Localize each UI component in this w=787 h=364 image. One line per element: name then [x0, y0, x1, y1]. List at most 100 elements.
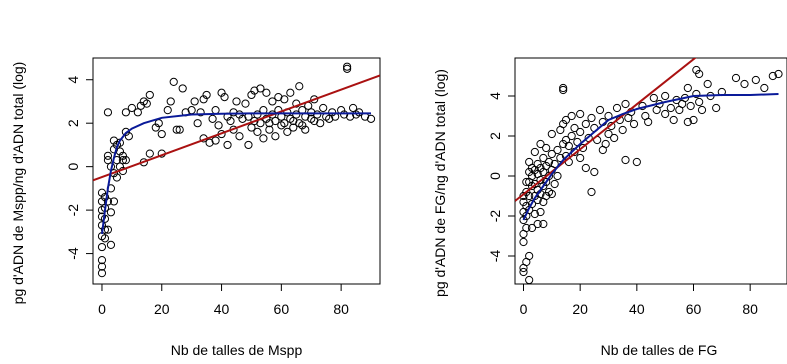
data-point	[280, 95, 289, 104]
chart-mspp: 0 20 40 60 80 -4 -2 0 2 4 Nb de talles de Mspp pg d…	[10, 57, 381, 358]
data-point	[283, 127, 292, 136]
data-point	[695, 69, 704, 79]
data-point	[581, 119, 590, 129]
data-point	[666, 103, 675, 113]
data-point	[118, 156, 127, 165]
data-point	[712, 103, 721, 113]
data-point	[274, 93, 283, 102]
data-point	[316, 119, 325, 128]
data-point	[238, 114, 247, 123]
y-tick-label: 2	[487, 132, 503, 140]
data-point	[328, 108, 337, 117]
x-axis-title: Nb de talles de FG	[601, 342, 718, 358]
linear-fit-line	[93, 74, 380, 182]
data-point	[632, 157, 641, 167]
data-point	[103, 225, 113, 234]
data-point	[262, 88, 271, 97]
data-point	[247, 123, 256, 132]
data-point	[604, 129, 613, 139]
data-point	[196, 108, 205, 117]
data-point	[686, 101, 695, 111]
data-point	[576, 153, 585, 163]
data-point	[661, 109, 670, 119]
data-point	[567, 111, 576, 121]
data-point	[106, 240, 116, 249]
data-point	[539, 153, 548, 163]
data-point	[226, 116, 235, 126]
x-tick-label: 80	[742, 301, 758, 317]
data-point	[530, 147, 539, 157]
data-point	[256, 84, 265, 93]
data-point	[247, 90, 256, 100]
data-point	[106, 208, 116, 217]
data-point	[567, 131, 576, 141]
data-point	[550, 179, 559, 189]
y-tick-label: -4	[487, 250, 503, 263]
data-point	[253, 110, 262, 119]
data-point	[527, 199, 537, 209]
smooth-curve	[101, 112, 371, 235]
data-point	[229, 108, 238, 117]
data-point	[649, 93, 658, 103]
x-tick-label: 60	[274, 301, 290, 317]
data-point	[340, 110, 349, 119]
data-point	[533, 219, 542, 229]
data-point	[731, 73, 741, 83]
data-point	[268, 97, 277, 106]
data-point	[109, 145, 119, 154]
data-point	[175, 125, 184, 134]
data-point	[310, 95, 319, 104]
x-tick-label: 40	[214, 301, 230, 317]
data-point	[536, 207, 545, 217]
data-point	[211, 136, 220, 145]
data-point	[768, 71, 777, 81]
data-point	[127, 103, 136, 113]
data-point	[621, 99, 630, 109]
data-point	[553, 171, 562, 181]
data-point	[751, 75, 760, 85]
data-point	[366, 114, 376, 123]
data-point	[703, 79, 712, 89]
data-point	[244, 140, 253, 150]
data-point	[544, 157, 554, 167]
data-point	[289, 116, 298, 126]
y-tick-label: 0	[65, 163, 81, 171]
data-point	[774, 69, 783, 79]
data-point	[157, 129, 166, 139]
data-point	[564, 141, 573, 151]
data-point	[692, 89, 701, 99]
data-point	[169, 77, 178, 87]
data-point	[547, 149, 556, 159]
data-point	[286, 88, 295, 97]
y-tick-label: -2	[487, 210, 503, 223]
data-point	[280, 119, 289, 128]
data-point	[590, 167, 599, 177]
data-point	[354, 108, 364, 117]
data-point	[601, 139, 610, 149]
data-point	[595, 105, 605, 115]
data-point	[100, 234, 110, 243]
plot-frame	[92, 57, 381, 285]
x-tick-label: 0	[98, 301, 106, 317]
data-point	[121, 156, 130, 165]
data-point	[121, 127, 130, 136]
data-point	[289, 123, 298, 132]
data-point	[202, 90, 211, 100]
data-point	[661, 91, 670, 101]
data-point	[97, 242, 107, 252]
data-point	[166, 97, 175, 106]
data-point	[612, 103, 622, 113]
data-point	[100, 225, 110, 234]
data-point	[103, 156, 113, 165]
data-point	[145, 90, 154, 100]
data-point	[103, 108, 113, 117]
data-point	[301, 125, 310, 134]
data-point	[142, 99, 151, 108]
data-point	[587, 113, 596, 123]
data-point	[669, 115, 678, 125]
data-point	[178, 84, 187, 93]
data-point	[343, 64, 352, 73]
data-point	[522, 223, 531, 233]
data-point	[145, 149, 154, 158]
y-tick-label: 2	[65, 119, 81, 127]
